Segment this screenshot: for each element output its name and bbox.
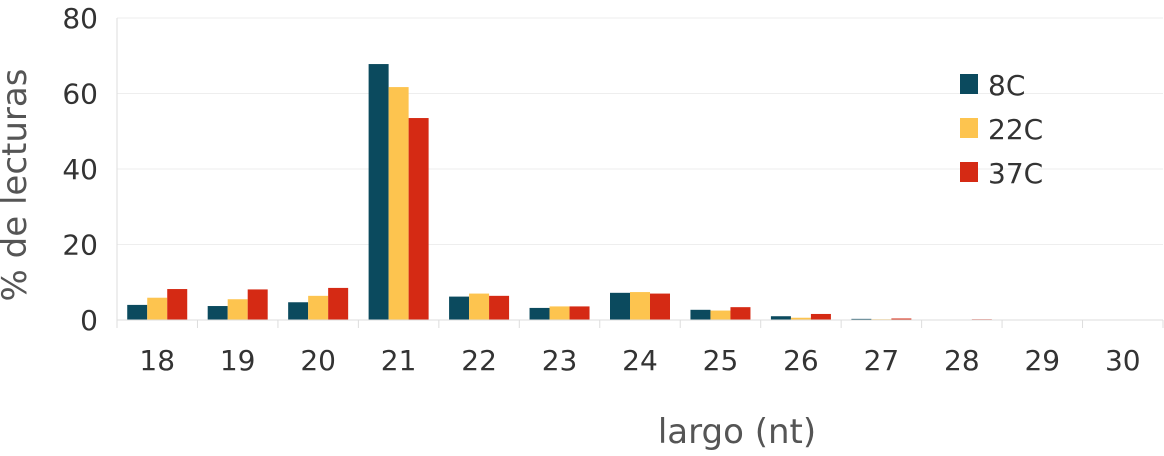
bar-37c-18 <box>167 289 187 320</box>
bar-22c-19 <box>228 299 248 320</box>
bar-8c-23 <box>530 308 550 320</box>
bar-22c-18 <box>147 298 167 320</box>
bar-37c-26 <box>811 314 831 320</box>
x-tick-label: 25 <box>703 344 739 377</box>
bar-8c-20 <box>288 302 308 320</box>
y-tick-label: 0 <box>80 304 98 337</box>
bar-37c-20 <box>328 288 348 320</box>
x-axis-title: largo (nt) <box>658 412 816 451</box>
y-tick-label: 60 <box>62 78 98 111</box>
bar-8c-25 <box>690 310 710 320</box>
bar-22c-23 <box>550 306 570 320</box>
legend-label-37c: 37C <box>988 157 1043 190</box>
x-tick-label: 28 <box>944 344 980 377</box>
x-tick-label: 21 <box>381 344 417 377</box>
y-tick-label: 20 <box>62 229 98 262</box>
bar-22c-25 <box>710 311 730 320</box>
y-tick-label: 80 <box>62 2 98 35</box>
legend-swatch-37c <box>960 162 978 182</box>
legend-label-22c: 22C <box>988 113 1043 146</box>
bar-8c-19 <box>208 306 228 320</box>
x-tick-label: 24 <box>622 344 658 377</box>
legend-swatch-8c <box>960 74 978 94</box>
x-tick-label: 20 <box>300 344 336 377</box>
bar-8c-24 <box>610 293 630 320</box>
x-tick-label: 30 <box>1105 344 1141 377</box>
bar-22c-21 <box>389 87 409 320</box>
legend: 8C 22C 37C <box>960 69 1043 190</box>
bar-22c-24 <box>630 292 650 320</box>
bar-37c-25 <box>730 307 750 320</box>
bar-37c-23 <box>570 306 590 320</box>
x-tick-label: 27 <box>864 344 900 377</box>
x-tick-label: 22 <box>461 344 497 377</box>
bar-8c-26 <box>771 316 791 320</box>
x-tick-label: 23 <box>542 344 578 377</box>
y-tick-label: 40 <box>62 153 98 186</box>
bar-22c-22 <box>469 294 489 320</box>
x-tick-label: 29 <box>1024 344 1060 377</box>
y-axis-title: % de lecturas <box>0 69 35 302</box>
bar-37c-21 <box>409 118 429 320</box>
bar-8c-21 <box>369 64 389 320</box>
bar-37c-19 <box>248 289 268 320</box>
bars <box>127 64 1153 320</box>
x-tick-label: 18 <box>139 344 175 377</box>
legend-label-8c: 8C <box>988 69 1025 102</box>
bar-37c-22 <box>489 296 509 320</box>
bar-22c-20 <box>308 296 328 320</box>
bar-8c-22 <box>449 297 469 320</box>
bar-8c-18 <box>127 305 147 320</box>
legend-swatch-22c <box>960 118 978 138</box>
bar-37c-24 <box>650 294 670 320</box>
x-tick-label: 26 <box>783 344 819 377</box>
x-tick-label: 19 <box>220 344 256 377</box>
